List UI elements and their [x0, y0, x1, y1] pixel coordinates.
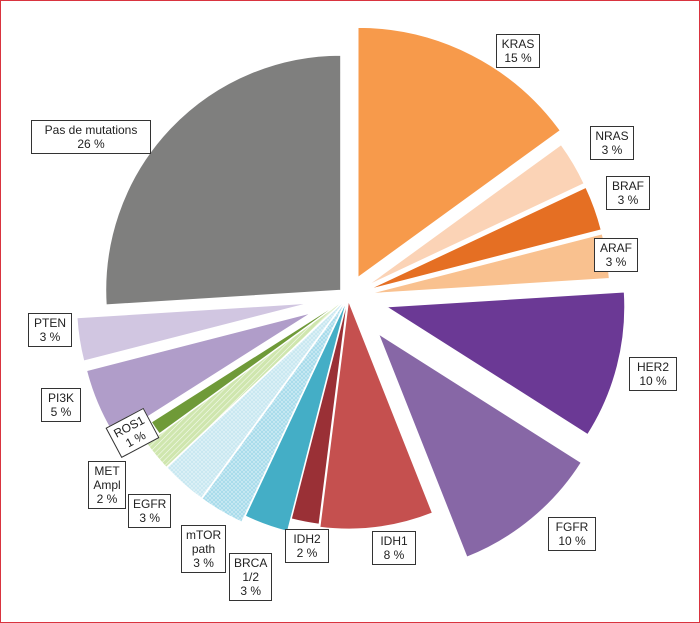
label-her2-line-0: HER2 [636, 360, 669, 374]
label-her2: HER2 10 % [629, 357, 677, 391]
label-egfr-line-1: 3 % [139, 511, 161, 525]
label-none: Pas de mutations 26 % [31, 120, 151, 154]
label-idh2: IDH2 2 % [285, 529, 329, 563]
label-pten-line-0: PTEN [33, 316, 66, 330]
slice-idh2 [290, 300, 348, 525]
label-egfr-line-0: EGFR [133, 497, 167, 511]
label-egfr: EGFR 3 % [128, 494, 172, 528]
label-brca: BRCA 1/2 3 % [229, 553, 273, 601]
label-fgfr: FGFR 10 % [548, 517, 596, 551]
slice-idh1 [319, 300, 434, 530]
slice-kras [357, 26, 561, 279]
label-braf: BRAF 3 % [606, 176, 650, 210]
label-fgfr-line-1: 10 % [558, 534, 586, 548]
label-idh2-line-0: IDH2 [293, 532, 321, 546]
label-pi3k: PI3K 5 % [41, 388, 81, 422]
label-pten: PTEN 3 % [28, 313, 72, 347]
label-met-line-1: Ampl [93, 478, 121, 492]
label-pten-line-1: 3 % [39, 330, 61, 344]
label-kras: KRAS 15 % [496, 34, 540, 68]
slice-braf [368, 186, 602, 290]
label-araf-line-0: ARAF [599, 241, 632, 255]
label-idh1-line-1: 8 % [383, 548, 405, 562]
label-idh1-line-0: IDH1 [380, 534, 408, 548]
slice-egfr-texture [166, 300, 346, 499]
label-her2-line-1: 10 % [639, 374, 667, 388]
label-araf-line-1: 3 % [605, 255, 627, 269]
label-brca-line-0: BRCA [234, 556, 268, 570]
label-fgfr-line-0: FGFR [555, 520, 589, 534]
label-nras-line-1: 3 % [601, 143, 623, 157]
slice-nras [366, 144, 585, 287]
label-pi3k-line-0: PI3K [47, 391, 74, 405]
label-braf-line-0: BRAF [611, 179, 644, 193]
label-idh2-line-1: 2 % [296, 546, 318, 560]
label-mtor-line-2: 3 % [193, 556, 214, 570]
label-mtor: mTOR path 3 % [181, 525, 227, 573]
label-brca-line-1: 1/2 [242, 570, 260, 584]
slice-met-texture [146, 299, 345, 468]
label-met-line-2: 2 % [96, 492, 118, 506]
label-braf-line-1: 3 % [617, 193, 639, 207]
slice-her2 [385, 291, 626, 436]
slice-pten [76, 302, 309, 362]
slice-ros1 [150, 301, 342, 435]
label-met: MET Ampl 2 % [88, 461, 126, 509]
label-araf: ARAF 3 % [594, 238, 638, 272]
label-kras-line-0: KRAS [501, 37, 535, 51]
label-pi3k-line-1: 5 % [50, 405, 72, 419]
label-nras-line-0: NRAS [595, 129, 629, 143]
label-brca-line-2: 3 % [240, 584, 262, 598]
label-met-line-0: MET [94, 464, 120, 478]
label-none-line-0: Pas de mutations [44, 123, 138, 137]
label-nras: NRAS 3 % [590, 126, 634, 160]
label-mtor-line-0: mTOR [186, 528, 222, 542]
slice-none [105, 54, 342, 306]
label-idh1: IDH1 8 % [372, 531, 416, 565]
slice-fgfr [377, 332, 582, 558]
label-none-line-1: 26 % [77, 137, 105, 151]
slice-mtor-texture [202, 300, 346, 523]
label-mtor-line-1: path [191, 542, 216, 556]
label-kras-line-1: 15 % [504, 51, 532, 65]
